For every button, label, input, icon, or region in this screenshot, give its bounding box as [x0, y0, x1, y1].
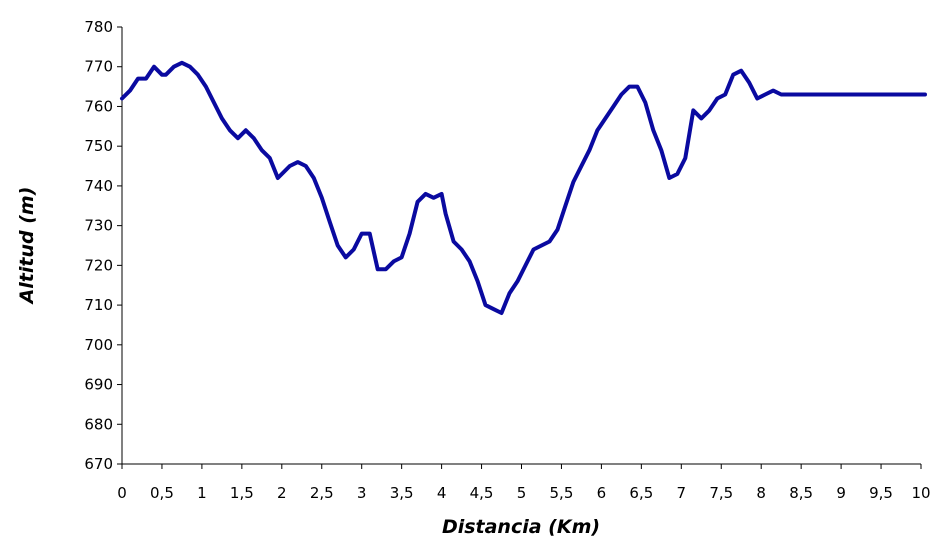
y-tick-label: 750	[84, 137, 113, 155]
altitude-line	[120, 60, 927, 315]
x-tick-label: 3,5	[390, 484, 414, 502]
y-axis-title: Altitud (m)	[16, 187, 38, 306]
x-tick-label: 4	[437, 484, 447, 502]
x-tick-label: 5	[517, 484, 527, 502]
x-tick-label: 1	[197, 484, 207, 502]
y-tick-label: 700	[84, 336, 113, 354]
x-tick-label: 8	[756, 484, 766, 502]
x-axis: 0 0,5 1 1,5 2 2,5 3 3,5 4 4,5 5 5,5 6 6,5 7 7,5 8 8,5 9 9,5…	[117, 463, 931, 502]
y-tick-label: 670	[84, 455, 113, 473]
x-axis-title: Distancia (Km)	[442, 516, 600, 538]
x-tick-label: 1,5	[230, 484, 254, 502]
y-tick-label: 720	[84, 256, 113, 274]
y-axis: 670 680 690 700 710 720 730 740 750 760 770 780	[84, 18, 123, 473]
x-tick-label: 9,5	[869, 484, 893, 502]
y-tick-label: 780	[84, 18, 113, 36]
x-tick-label: 10	[911, 484, 930, 502]
y-tick-label: 690	[84, 376, 113, 394]
x-tick-label: 5,5	[550, 484, 574, 502]
x-tick-label: 7	[677, 484, 687, 502]
x-tick-label: 9	[836, 484, 846, 502]
y-tick-label: 710	[84, 296, 113, 314]
y-tick-label: 730	[84, 217, 113, 235]
y-tick-label: 740	[84, 177, 113, 195]
x-tick-label: 2,5	[310, 484, 334, 502]
y-tick-label: 760	[84, 97, 113, 115]
x-tick-label: 8,5	[789, 484, 813, 502]
x-tick-label: 7,5	[709, 484, 733, 502]
x-tick-label: 0	[117, 484, 127, 502]
series-group	[120, 60, 927, 315]
x-tick-label: 6	[597, 484, 607, 502]
x-tick-label: 2	[277, 484, 287, 502]
x-tick-label: 3	[357, 484, 367, 502]
y-tick-label: 680	[84, 415, 113, 433]
x-tick-label: 4,5	[470, 484, 494, 502]
x-tick-label: 0,5	[150, 484, 174, 502]
x-tick-label: 6,5	[629, 484, 653, 502]
y-tick-label: 770	[84, 58, 113, 76]
